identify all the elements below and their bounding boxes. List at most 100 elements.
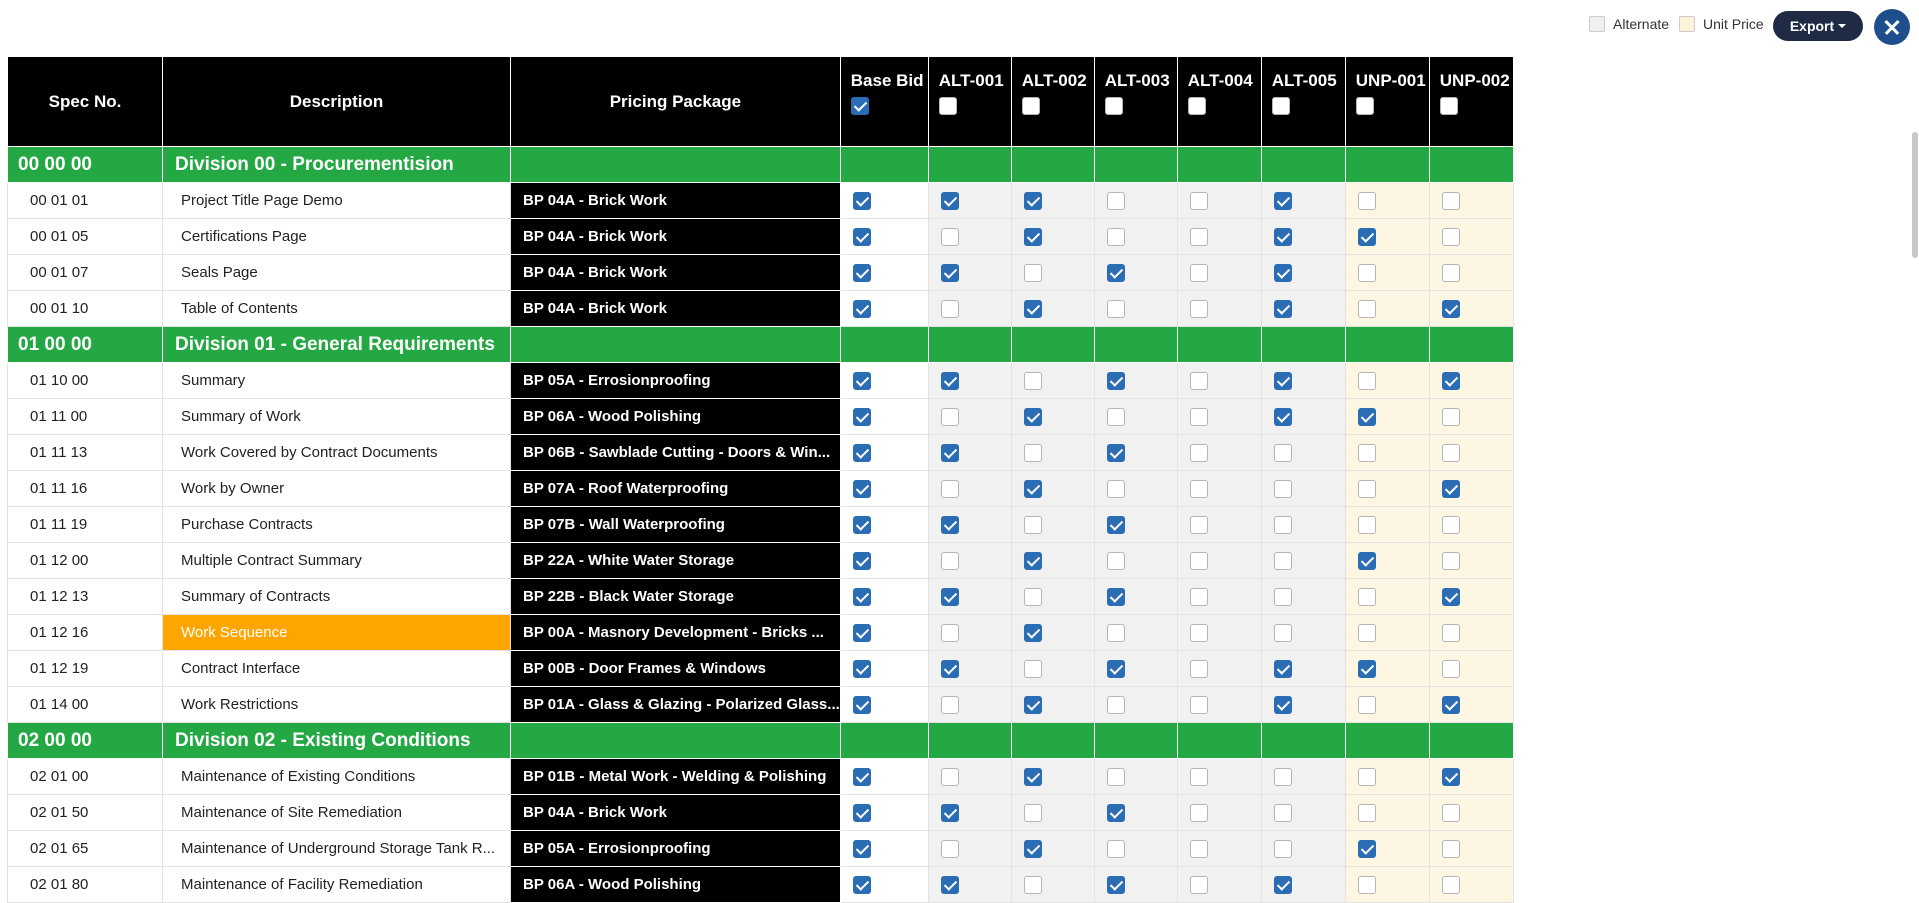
checkbox[interactable] xyxy=(850,97,869,115)
checkbox[interactable] xyxy=(1357,371,1376,390)
checkbox[interactable] xyxy=(1439,97,1458,115)
checkbox[interactable] xyxy=(1187,97,1206,115)
checkbox[interactable] xyxy=(852,875,871,894)
checkbox[interactable] xyxy=(852,479,871,498)
checkbox[interactable] xyxy=(1441,803,1460,822)
checkbox[interactable] xyxy=(1106,767,1125,786)
close-button[interactable] xyxy=(1874,9,1910,45)
checkbox[interactable] xyxy=(1441,875,1460,894)
checkbox[interactable] xyxy=(1106,407,1125,426)
checkbox[interactable] xyxy=(1189,659,1208,678)
checkbox[interactable] xyxy=(1023,515,1042,534)
checkbox[interactable] xyxy=(1357,695,1376,714)
checkbox[interactable] xyxy=(1189,875,1208,894)
checkbox[interactable] xyxy=(1106,551,1125,570)
checkbox[interactable] xyxy=(940,623,959,642)
checkbox[interactable] xyxy=(1271,97,1290,115)
checkbox[interactable] xyxy=(940,551,959,570)
checkbox[interactable] xyxy=(1441,551,1460,570)
checkbox[interactable] xyxy=(1273,767,1292,786)
checkbox[interactable] xyxy=(1106,839,1125,858)
checkbox[interactable] xyxy=(940,227,959,246)
checkbox[interactable] xyxy=(1273,695,1292,714)
checkbox[interactable] xyxy=(1189,767,1208,786)
checkbox[interactable] xyxy=(1106,695,1125,714)
checkbox[interactable] xyxy=(1189,551,1208,570)
checkbox[interactable] xyxy=(1357,443,1376,462)
checkbox[interactable] xyxy=(852,623,871,642)
checkbox[interactable] xyxy=(1023,659,1042,678)
checkbox[interactable] xyxy=(1357,191,1376,210)
checkbox[interactable] xyxy=(1189,443,1208,462)
checkbox[interactable] xyxy=(1273,623,1292,642)
checkbox[interactable] xyxy=(1189,839,1208,858)
checkbox[interactable] xyxy=(1023,371,1042,390)
checkbox[interactable] xyxy=(940,515,959,534)
checkbox[interactable] xyxy=(1357,623,1376,642)
checkbox[interactable] xyxy=(1441,659,1460,678)
checkbox[interactable] xyxy=(1357,479,1376,498)
checkbox[interactable] xyxy=(1189,515,1208,534)
checkbox[interactable] xyxy=(1355,97,1374,115)
checkbox[interactable] xyxy=(1189,587,1208,606)
checkbox[interactable] xyxy=(1441,443,1460,462)
checkbox[interactable] xyxy=(1357,803,1376,822)
checkbox[interactable] xyxy=(852,515,871,534)
checkbox[interactable] xyxy=(1021,97,1040,115)
checkbox[interactable] xyxy=(1357,659,1376,678)
checkbox[interactable] xyxy=(1106,263,1125,282)
checkbox[interactable] xyxy=(852,407,871,426)
checkbox[interactable] xyxy=(1023,839,1042,858)
checkbox[interactable] xyxy=(940,299,959,318)
checkbox[interactable] xyxy=(1441,227,1460,246)
checkbox[interactable] xyxy=(1357,515,1376,534)
checkbox[interactable] xyxy=(1357,767,1376,786)
checkbox[interactable] xyxy=(1441,839,1460,858)
checkbox[interactable] xyxy=(1273,551,1292,570)
checkbox[interactable] xyxy=(1273,839,1292,858)
checkbox[interactable] xyxy=(1441,371,1460,390)
checkbox[interactable] xyxy=(1106,299,1125,318)
checkbox[interactable] xyxy=(1441,515,1460,534)
checkbox[interactable] xyxy=(1273,587,1292,606)
checkbox[interactable] xyxy=(1441,695,1460,714)
checkbox[interactable] xyxy=(1441,299,1460,318)
checkbox[interactable] xyxy=(1106,803,1125,822)
checkbox[interactable] xyxy=(940,263,959,282)
checkbox[interactable] xyxy=(1273,479,1292,498)
checkbox[interactable] xyxy=(1023,767,1042,786)
checkbox[interactable] xyxy=(1023,299,1042,318)
checkbox[interactable] xyxy=(940,479,959,498)
checkbox[interactable] xyxy=(1023,191,1042,210)
checkbox[interactable] xyxy=(1357,551,1376,570)
checkbox[interactable] xyxy=(940,695,959,714)
checkbox[interactable] xyxy=(1273,659,1292,678)
checkbox[interactable] xyxy=(940,659,959,678)
checkbox[interactable] xyxy=(852,839,871,858)
checkbox[interactable] xyxy=(938,97,957,115)
checkbox[interactable] xyxy=(1023,407,1042,426)
checkbox[interactable] xyxy=(1023,803,1042,822)
checkbox[interactable] xyxy=(1023,263,1042,282)
checkbox[interactable] xyxy=(1273,407,1292,426)
checkbox[interactable] xyxy=(1189,803,1208,822)
checkbox[interactable] xyxy=(1023,695,1042,714)
checkbox[interactable] xyxy=(852,263,871,282)
checkbox[interactable] xyxy=(1273,803,1292,822)
checkbox[interactable] xyxy=(852,299,871,318)
checkbox[interactable] xyxy=(1106,371,1125,390)
checkbox[interactable] xyxy=(1357,587,1376,606)
checkbox[interactable] xyxy=(1106,227,1125,246)
checkbox[interactable] xyxy=(1357,263,1376,282)
checkbox[interactable] xyxy=(1023,587,1042,606)
checkbox[interactable] xyxy=(1106,515,1125,534)
checkbox[interactable] xyxy=(1273,371,1292,390)
checkbox[interactable] xyxy=(1273,515,1292,534)
checkbox[interactable] xyxy=(1189,299,1208,318)
checkbox[interactable] xyxy=(1441,263,1460,282)
checkbox[interactable] xyxy=(1441,479,1460,498)
checkbox[interactable] xyxy=(1023,227,1042,246)
checkbox[interactable] xyxy=(1273,263,1292,282)
checkbox[interactable] xyxy=(1357,839,1376,858)
checkbox[interactable] xyxy=(940,839,959,858)
